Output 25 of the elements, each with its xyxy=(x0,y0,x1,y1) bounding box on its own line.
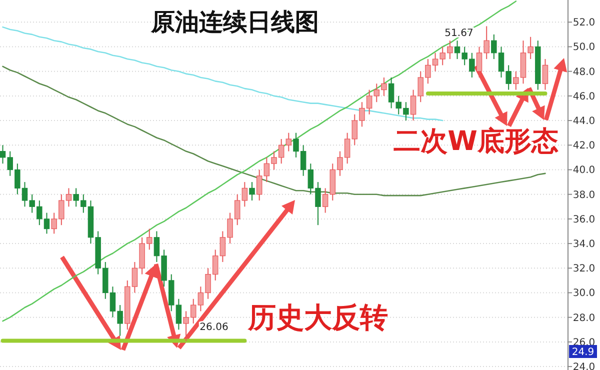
chart-title: 原油连续日线图 xyxy=(150,8,319,36)
annotation: 26.06 xyxy=(200,322,228,333)
y-tick-label: 38.0 xyxy=(572,190,596,201)
y-tick-label: 46.0 xyxy=(572,91,596,102)
y-tick-label: 30.0 xyxy=(572,288,596,300)
y-tick-label: 36.0 xyxy=(572,214,596,226)
candlestick xyxy=(256,169,262,201)
candlestick xyxy=(249,182,255,201)
y-tick-label: 28.0 xyxy=(572,312,596,324)
y-tick-label: 50.0 xyxy=(572,42,596,54)
candlestick xyxy=(242,182,248,208)
y-tick-label: 34.0 xyxy=(572,239,596,250)
text: 24.9 xyxy=(572,347,594,358)
y-tick-label: 24.0 xyxy=(572,362,596,370)
annotation: 历史大反转 xyxy=(247,301,388,334)
candlestick xyxy=(322,188,328,214)
y-tick-label: 52.0 xyxy=(572,18,596,29)
candlestick xyxy=(286,132,292,152)
candlestick xyxy=(542,58,548,90)
y-tick-label: 32.0 xyxy=(572,264,596,275)
y-tick-label: 40.0 xyxy=(572,165,596,176)
y-tick-label: 44.0 xyxy=(572,116,596,128)
y-tick-label: 42.0 xyxy=(572,140,596,152)
y-tick-label: 48.0 xyxy=(572,66,596,78)
annotation: 二次W底形态 xyxy=(394,126,558,157)
